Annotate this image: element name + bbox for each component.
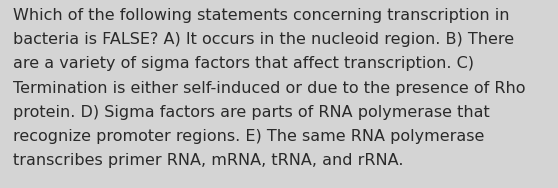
Text: protein. D) Sigma factors are parts of RNA polymerase that: protein. D) Sigma factors are parts of R… [13, 105, 490, 120]
Text: Termination is either self-induced or due to the presence of Rho: Termination is either self-induced or du… [13, 81, 526, 96]
Text: recognize promoter regions. E) The same RNA polymerase: recognize promoter regions. E) The same … [13, 129, 484, 144]
Text: transcribes primer RNA, mRNA, tRNA, and rRNA.: transcribes primer RNA, mRNA, tRNA, and … [13, 153, 403, 168]
Text: Which of the following statements concerning transcription in: Which of the following statements concer… [13, 8, 509, 23]
Text: bacteria is FALSE? A) It occurs in the nucleoid region. B) There: bacteria is FALSE? A) It occurs in the n… [13, 32, 514, 47]
Text: are a variety of sigma factors that affect transcription. C): are a variety of sigma factors that affe… [13, 56, 474, 71]
